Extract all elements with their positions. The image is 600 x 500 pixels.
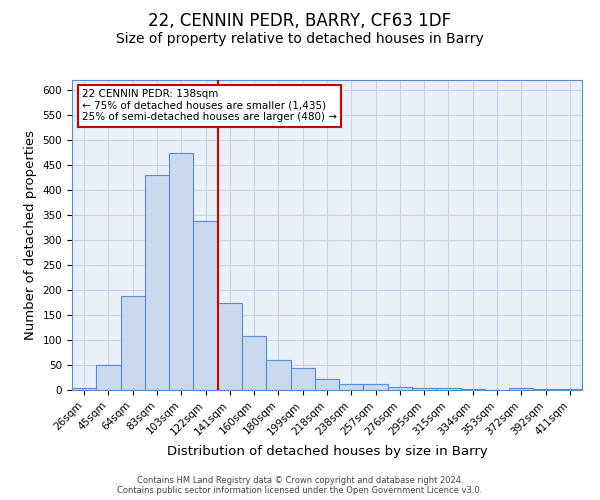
Bar (315, 379, 339, 390)
Bar (388, 387, 412, 390)
Bar (533, 389, 558, 390)
Y-axis label: Number of detached properties: Number of detached properties (24, 130, 37, 340)
Bar (96, 365, 121, 390)
Bar (461, 389, 485, 390)
Bar (412, 388, 436, 390)
Bar (169, 152, 193, 390)
Bar (339, 384, 364, 390)
Text: 22, CENNIN PEDR, BARRY, CF63 1DF: 22, CENNIN PEDR, BARRY, CF63 1DF (148, 12, 452, 30)
Bar (218, 303, 242, 390)
Bar (242, 336, 266, 390)
Bar (145, 175, 169, 390)
Bar (121, 296, 145, 390)
Text: Size of property relative to detached houses in Barry: Size of property relative to detached ho… (116, 32, 484, 46)
Bar (436, 388, 461, 390)
Bar (290, 368, 315, 390)
Bar (509, 388, 533, 390)
Text: Contains HM Land Registry data © Crown copyright and database right 2024.
Contai: Contains HM Land Registry data © Crown c… (118, 476, 482, 495)
Bar (193, 221, 218, 390)
Bar (364, 384, 388, 390)
X-axis label: Distribution of detached houses by size in Barry: Distribution of detached houses by size … (167, 445, 487, 458)
Text: 22 CENNIN PEDR: 138sqm
← 75% of detached houses are smaller (1,435)
25% of semi-: 22 CENNIN PEDR: 138sqm ← 75% of detached… (82, 90, 337, 122)
Bar (72, 388, 96, 390)
Bar (266, 360, 290, 390)
Bar (558, 388, 582, 390)
